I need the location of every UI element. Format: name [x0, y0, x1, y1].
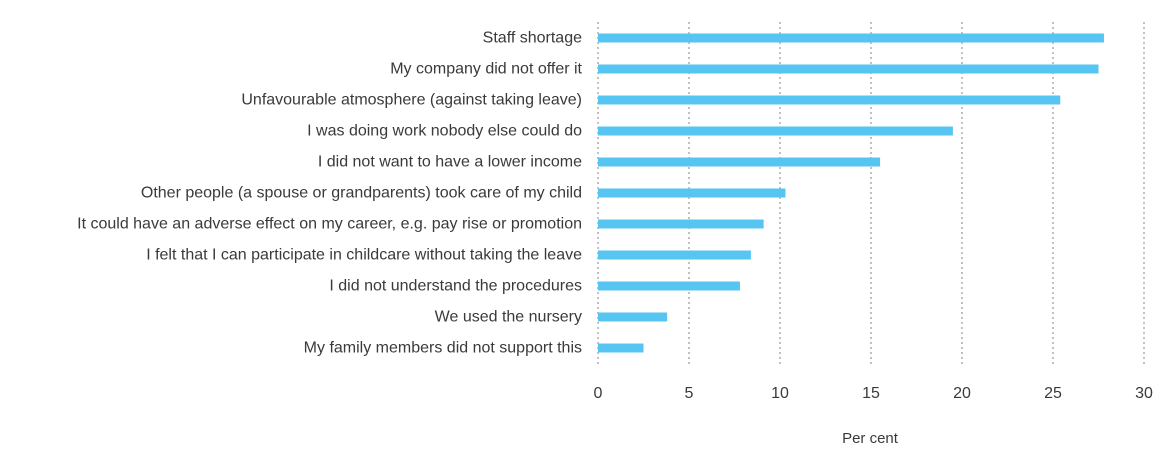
- category-label: I did not understand the procedures: [329, 278, 582, 295]
- bar: [598, 95, 1061, 105]
- category-label: Staff shortage: [483, 30, 582, 47]
- bar: [598, 33, 1104, 43]
- category-labels: Staff shortage My company did not offer i…: [77, 30, 582, 357]
- category-label: I felt that I can participate in childca…: [146, 247, 582, 264]
- bar: [598, 188, 786, 198]
- x-tick-label: 20: [953, 385, 971, 402]
- x-tick-label: 10: [771, 385, 789, 402]
- bar: [598, 157, 881, 167]
- category-label: Other people (a spouse or grandparents) …: [141, 185, 582, 202]
- category-label: My company did not offer it: [390, 61, 582, 78]
- bar: [598, 219, 764, 229]
- x-tick-label: 25: [1044, 385, 1062, 402]
- x-axis-title: Per cent: [842, 430, 899, 447]
- bar: [598, 281, 740, 291]
- bars: [598, 33, 1104, 353]
- x-tick-label: 5: [685, 385, 694, 402]
- x-tick-label: 15: [862, 385, 880, 402]
- category-label: It could have an adverse effect on my ca…: [77, 216, 582, 233]
- bar: [598, 64, 1099, 74]
- category-label: Unfavourable atmosphere (against taking …: [241, 92, 582, 109]
- bar: [598, 126, 953, 136]
- x-tick-label: 30: [1135, 385, 1153, 402]
- category-label: I did not want to have a lower income: [318, 154, 582, 171]
- bar: [598, 312, 668, 322]
- x-tick-label: 0: [594, 385, 603, 402]
- category-label: My family members did not support this: [304, 340, 582, 357]
- x-tick-labels: 0 5 10 15 20 25 30: [594, 385, 1153, 402]
- category-label: We used the nursery: [435, 309, 582, 326]
- category-label: I was doing work nobody else could do: [307, 123, 582, 140]
- bar: [598, 250, 751, 260]
- bar: [598, 343, 644, 353]
